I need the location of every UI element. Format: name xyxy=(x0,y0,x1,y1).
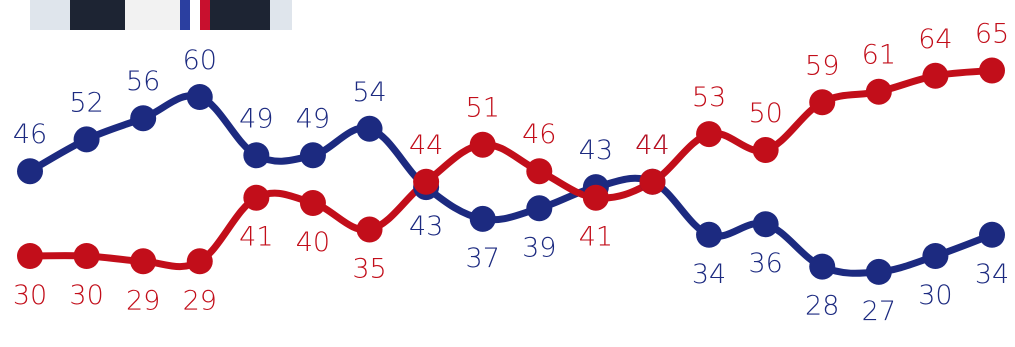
series-1-data-label: 51 xyxy=(466,93,500,124)
series-0-point xyxy=(979,221,1005,248)
series-0-data-label: 56 xyxy=(126,66,160,97)
series-1-point xyxy=(356,216,383,243)
series-1-point xyxy=(809,89,836,116)
series-1-data-label: 41 xyxy=(239,222,273,253)
series-1-point xyxy=(413,168,440,195)
series-0-data-label: 34 xyxy=(692,259,726,290)
series-1-point xyxy=(526,158,553,185)
series-1-point xyxy=(582,184,609,211)
series-1-data-label: 59 xyxy=(805,50,839,81)
series-1-data-label: 29 xyxy=(183,285,217,316)
series-1-data-label: 65 xyxy=(975,19,1009,50)
series-1-data-label: 61 xyxy=(862,40,896,71)
series-1-point xyxy=(469,131,496,158)
series-0-point xyxy=(922,243,949,269)
series-0-point xyxy=(865,258,892,285)
series-0-point xyxy=(356,115,383,142)
series-1-data-label: 64 xyxy=(918,24,952,55)
series-0-data-label: 30 xyxy=(918,280,952,311)
series-1-data-label: 44 xyxy=(409,130,443,161)
series-0-data-label: 60 xyxy=(183,45,217,76)
series-1-point xyxy=(922,62,949,89)
series-1-point xyxy=(299,190,326,216)
series-0-point xyxy=(809,253,836,280)
series-1-data-label: 29 xyxy=(126,285,160,316)
series-0-data-label: 37 xyxy=(466,243,500,274)
series-1-data-label: 30 xyxy=(13,280,47,311)
series-0-data-label: 44 xyxy=(635,130,669,161)
series-1-data-label: 30 xyxy=(69,280,103,311)
series-0-data-label: 36 xyxy=(748,248,782,279)
series-1-data-label: 46 xyxy=(522,119,556,150)
series-1-point xyxy=(243,184,270,211)
series-0-data-label: 34 xyxy=(975,259,1009,290)
series-1-point xyxy=(73,243,100,269)
series-1-point xyxy=(752,137,779,163)
series-1-data-label: 44 xyxy=(635,130,669,161)
series-0-point xyxy=(186,84,213,110)
series-0-point xyxy=(243,142,270,169)
series-0-point xyxy=(17,158,43,185)
series-0-point xyxy=(696,221,723,248)
series-0-point xyxy=(73,126,100,153)
series-1-point xyxy=(17,243,43,269)
series-0-point xyxy=(299,142,326,169)
series-1-point xyxy=(865,78,892,105)
series-0-point xyxy=(469,205,496,232)
series-0-point xyxy=(526,195,553,222)
series-0-data-label: 43 xyxy=(409,211,443,242)
series-0-point xyxy=(752,211,779,238)
series-0-data-label: 49 xyxy=(296,103,330,134)
series-1-data-label: 41 xyxy=(579,222,613,253)
series-0-data-label: 49 xyxy=(239,103,273,134)
portrait-photo-icon xyxy=(30,0,292,30)
series-1-point xyxy=(639,168,666,195)
series-1-data-label: 50 xyxy=(748,98,782,129)
series-1-data-label: 35 xyxy=(352,254,386,285)
series-1-data-label: 40 xyxy=(296,227,330,258)
series-0-data-label: 39 xyxy=(522,232,556,263)
series-0-line xyxy=(26,92,996,277)
series-0-point xyxy=(130,105,157,132)
series-1-point xyxy=(130,248,157,275)
series-0-data-label: 54 xyxy=(352,77,386,108)
series-0-data-label: 28 xyxy=(805,291,839,322)
series-1-data-label: 53 xyxy=(692,82,726,113)
series-1-point xyxy=(186,248,213,275)
series-0-data-label: 52 xyxy=(69,87,103,118)
series-1-point xyxy=(696,121,723,148)
series-0-data-label: 27 xyxy=(862,296,896,327)
series-0-data-label: 43 xyxy=(579,135,613,166)
portrait-photo xyxy=(30,0,292,30)
series-1-point xyxy=(979,57,1005,84)
series-0-data-label: 46 xyxy=(13,119,47,150)
